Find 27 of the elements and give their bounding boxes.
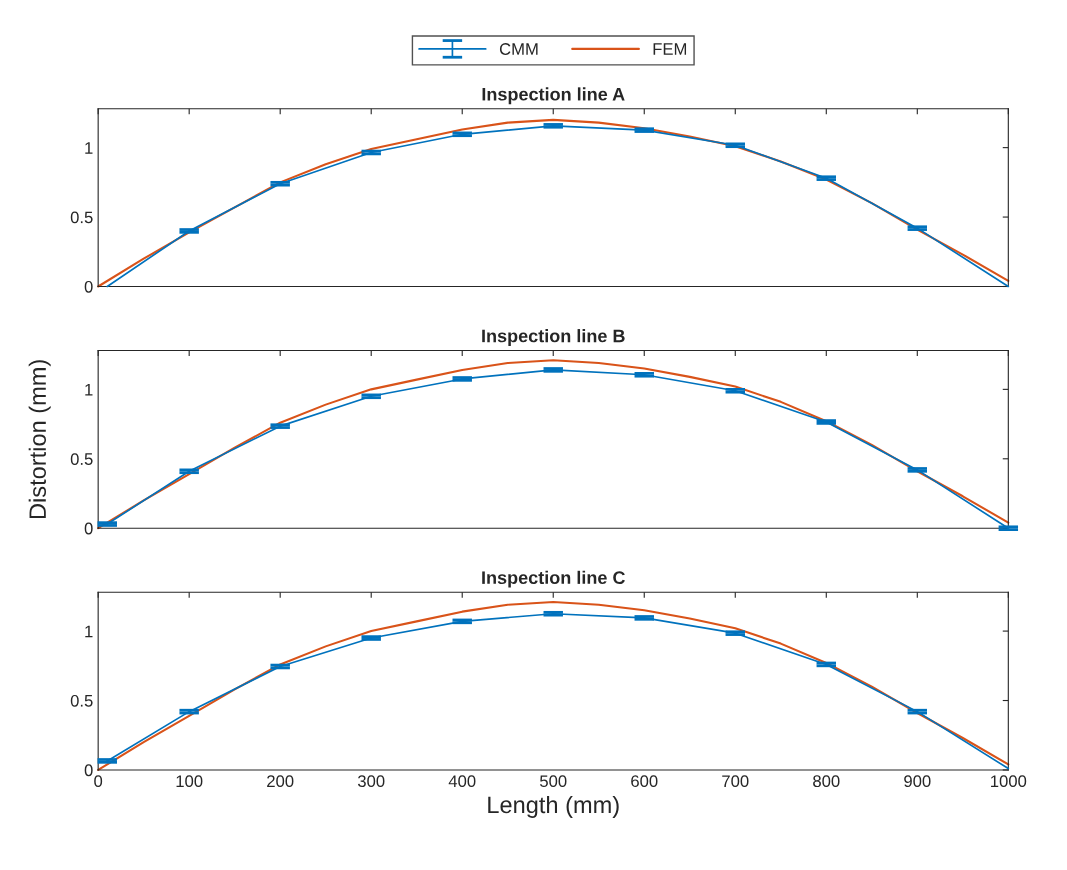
- legend-label: CMM: [499, 43, 538, 55]
- x-tick-label: 300: [357, 775, 385, 788]
- y-tick-label: 1: [85, 625, 93, 638]
- x-tick-label: 900: [904, 775, 931, 788]
- y-tick-label: 0: [84, 522, 93, 535]
- y-tick-label: 1: [85, 383, 93, 396]
- x-tick-label: 100: [176, 775, 203, 788]
- x-tick-label: 500: [540, 775, 567, 788]
- legend-label: FEM: [653, 43, 687, 55]
- chart-title: Inspection line B: [482, 329, 625, 346]
- x-tick-label: 0: [94, 775, 103, 788]
- x-tick-label: 600: [631, 775, 658, 788]
- x-axis-title: Length (mm): [488, 795, 619, 818]
- y-tick-label: 0: [84, 764, 93, 777]
- y-tick-label: 1: [85, 142, 93, 154]
- x-tick-label: 400: [448, 775, 476, 788]
- chart-title: Inspection line A: [482, 87, 625, 105]
- x-tick-label: 1000: [991, 775, 1027, 788]
- y-axis-title: Distortion (mm): [28, 360, 51, 519]
- y-tick-label: 0.5: [70, 211, 93, 224]
- y-tick-label: 0.5: [70, 694, 93, 707]
- y-tick-label: 0: [84, 280, 93, 293]
- y-tick-label: 0.5: [70, 453, 93, 465]
- x-tick-label: 800: [813, 775, 840, 788]
- x-tick-label: 200: [267, 775, 294, 788]
- x-tick-label: 700: [722, 775, 749, 788]
- chart-title: Inspection line C: [482, 570, 625, 588]
